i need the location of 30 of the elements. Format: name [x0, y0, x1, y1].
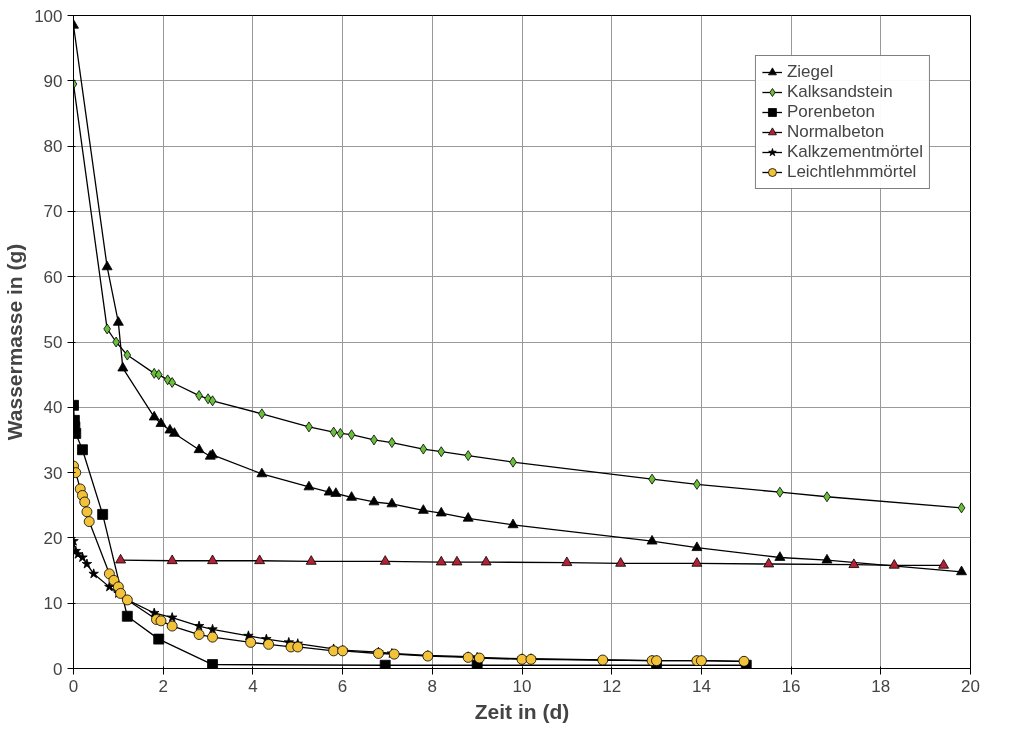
y-tick-label: 30	[43, 463, 63, 483]
y-tick-label: 70	[43, 202, 63, 222]
x-axis-title: Zeit in (d)	[474, 699, 570, 723]
legend-label: Leichtlehmmörtel	[786, 162, 917, 182]
x-tick-label: 8	[427, 676, 438, 696]
y-tick-label: 40	[43, 398, 63, 418]
x-tick-label: 20	[961, 676, 980, 696]
legend-label: Porenbeton	[786, 102, 875, 122]
x-tick-label: 14	[691, 676, 711, 696]
legend-label: Kalkzementmörtel	[786, 142, 923, 162]
x-tick-label: 4	[248, 676, 258, 696]
x-tick-label: 6	[337, 676, 348, 696]
y-tick-label: 10	[43, 594, 63, 614]
y-tick-label: 90	[43, 71, 63, 91]
y-tick-label: 0	[53, 659, 63, 679]
y-tick-label: 80	[43, 137, 63, 157]
legend-label: Kalksandstein	[786, 82, 893, 102]
x-tick-label: 10	[512, 676, 532, 696]
x-tick-label: 16	[781, 676, 801, 696]
x-tick-label: 12	[602, 676, 622, 696]
x-tick-label: 18	[871, 676, 891, 696]
legend-label: Normalbeton	[786, 122, 885, 142]
y-tick-label: 60	[43, 267, 63, 287]
y-tick-label: 50	[43, 333, 63, 352]
y-tick-label: 20	[43, 528, 63, 548]
x-tick-label: 2	[158, 676, 168, 696]
y-axis-title: Wassermasse in (g)	[3, 243, 27, 441]
x-tick-label: 0	[68, 676, 79, 696]
legend-label: Ziegel	[786, 62, 834, 82]
y-tick-label: 100	[34, 6, 63, 26]
